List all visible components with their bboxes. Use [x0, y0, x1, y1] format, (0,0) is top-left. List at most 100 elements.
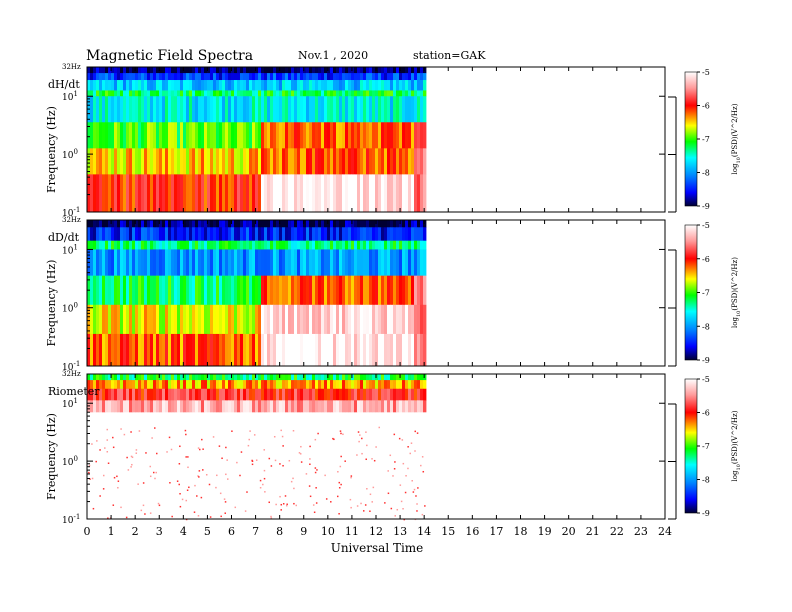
spectrogram-cell — [231, 374, 235, 381]
spectrogram-cell — [162, 304, 166, 335]
colorbar-tick-label: -6 — [702, 409, 710, 418]
spectrogram-cell — [180, 388, 184, 401]
spectrogram-cell — [339, 249, 343, 277]
spectrogram-cell — [390, 249, 394, 277]
spectrogram-cell — [258, 80, 262, 91]
spectrogram-cell — [207, 240, 211, 250]
spectrogram-cell — [174, 73, 178, 81]
spectrogram-cell — [183, 67, 187, 74]
spectrogram-cell — [282, 374, 286, 381]
spectrogram-speck — [390, 507, 393, 510]
spectrogram-cell — [420, 249, 424, 277]
spectrogram-cell — [123, 122, 127, 149]
spectrogram-cell — [372, 122, 376, 149]
spectrogram-cell — [246, 380, 250, 390]
spectrogram-speck — [282, 503, 285, 505]
spectrogram-cell — [228, 249, 232, 277]
spectrogram-cell — [345, 227, 349, 242]
spectrogram-cell — [387, 249, 391, 277]
spectrogram-cell — [216, 80, 220, 91]
spectrogram-speck — [338, 481, 341, 484]
spectrogram-cell — [90, 122, 94, 149]
spectrogram-cell — [174, 227, 178, 242]
spectrogram-cell — [423, 240, 427, 250]
spectrogram-cell — [294, 304, 298, 335]
spectrogram-cell — [351, 304, 355, 335]
spectrogram-cell — [108, 240, 112, 250]
spectrogram-cell — [402, 275, 406, 306]
spectrogram-cell — [354, 227, 358, 242]
spectrogram-cell — [213, 388, 217, 401]
spectrogram-cell — [111, 96, 115, 123]
spectrogram-cell — [300, 80, 304, 91]
spectrogram-cell — [150, 90, 154, 97]
spectrogram-cell — [372, 304, 376, 335]
spectrogram-cell — [423, 73, 427, 81]
spectrogram-cell — [330, 388, 334, 401]
spectrogram-cell — [135, 249, 139, 277]
spectrogram-speck — [338, 487, 341, 489]
spectrogram-cell — [210, 333, 214, 367]
spectrogram-cell — [90, 400, 94, 413]
spectrogram-cell — [375, 374, 379, 381]
spectrogram-speck — [198, 476, 200, 478]
spectrogram-cell — [210, 374, 214, 381]
spectrogram-cell — [195, 80, 199, 91]
spectrogram-cell — [309, 374, 313, 381]
spectrogram-cell — [222, 388, 226, 401]
spectrogram-cell — [165, 400, 169, 413]
spectrogram-cell — [222, 174, 226, 213]
spectrogram-cell — [177, 227, 181, 242]
x-tick-label: 24 — [658, 525, 672, 538]
spectrogram-cell — [342, 80, 346, 91]
spectrogram-cell — [102, 400, 106, 413]
spectrogram-cell — [255, 220, 259, 228]
spectrogram-cell — [102, 304, 106, 335]
spectrogram-cell — [279, 275, 283, 306]
spectrogram-speck — [312, 504, 315, 506]
spectrogram-cell — [150, 96, 154, 123]
spectrogram-cell — [396, 67, 400, 74]
spectrogram-cell — [243, 90, 247, 97]
spectrogram-cell — [201, 400, 205, 413]
spectrogram-cell — [102, 96, 106, 123]
spectrogram-cell — [183, 249, 187, 277]
spectrogram-cell — [153, 174, 157, 213]
spectrogram-cell — [111, 333, 115, 367]
spectrogram-cell — [96, 400, 100, 413]
spectrogram-cell — [243, 67, 247, 74]
spectrogram-cell — [174, 96, 178, 123]
spectrogram-cell — [423, 122, 427, 149]
spectrogram-speck — [366, 444, 368, 447]
spectrogram-speck — [91, 443, 93, 445]
spectrogram-cell — [210, 380, 214, 390]
spectrogram-cell — [375, 174, 379, 213]
spectrogram-cell — [108, 374, 112, 381]
spectrogram-cell — [195, 333, 199, 367]
spectrogram-cell — [165, 333, 169, 367]
spectrogram-cell — [291, 249, 295, 277]
spectrogram-cell — [243, 275, 247, 306]
spectrogram-cell — [186, 122, 190, 149]
spectrogram-cell — [399, 227, 403, 242]
spectrogram-cell — [225, 400, 229, 413]
spectrogram-cell — [156, 227, 160, 242]
spectrogram-speck — [220, 515, 222, 518]
spectrogram-cell — [96, 388, 100, 401]
spectrogram-cell — [264, 304, 268, 335]
spectrogram-speck — [224, 501, 227, 503]
spectrogram-cell — [201, 96, 205, 123]
spectrogram-cell — [111, 374, 115, 381]
spectrogram-cell — [93, 400, 97, 413]
spectrogram-speck — [314, 471, 317, 474]
spectrogram-cell — [348, 174, 352, 213]
spectrogram-cell — [240, 227, 244, 242]
spectrogram-cell — [288, 380, 292, 390]
spectrogram-cell — [129, 220, 133, 228]
spectrogram-cell — [348, 80, 352, 91]
spectrogram-cell — [240, 249, 244, 277]
spectrogram-cell — [366, 249, 370, 277]
spectrogram-cell — [393, 304, 397, 335]
spectrogram-cell — [150, 374, 154, 381]
spectrogram-speck — [285, 504, 288, 507]
